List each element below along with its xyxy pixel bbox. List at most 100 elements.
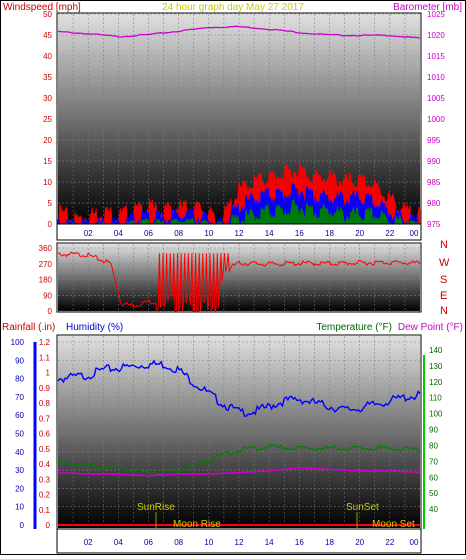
humidity-x-ticks: 02 04 06 08 10 12 14 16 18 20 22 00 — [84, 538, 419, 547]
temperature-axis-label: Temperature (°F) — [316, 322, 392, 333]
compass-n-bottom: N — [440, 305, 448, 317]
compass-e: E — [440, 290, 447, 302]
wind-y-ticks: 0 5 10 15 20 25 30 35 40 45 50 — [43, 10, 52, 229]
rainfall-y-tick: 0 — [46, 521, 51, 530]
compass-labels: N W S E N — [439, 239, 450, 317]
rainfall-axis-label: Rainfall (.in) — [2, 322, 55, 333]
wind-y-tick: 45 — [43, 31, 52, 40]
humidity-x-tick: 10 — [204, 538, 213, 547]
wind-y-tick: 40 — [43, 52, 52, 61]
wind-y-tick: 30 — [43, 94, 52, 103]
rainfall-y-tick: 0.7 — [39, 414, 51, 423]
moonset-label: Moon Set — [372, 519, 415, 530]
humidity-y-tick: 0 — [20, 521, 25, 530]
rainfall-y-tick: 1.1 — [39, 353, 51, 362]
direction-y-tick: 180 — [39, 276, 53, 285]
wind-x-ticks: 02 04 06 08 10 12 14 16 18 20 22 00 — [84, 229, 419, 238]
wind-x-axis-band — [56, 223, 422, 241]
humidity-y-tick: 80 — [15, 375, 24, 384]
direction-series — [57, 251, 421, 312]
humidity-series — [57, 359, 421, 417]
humidity-x-tick: 06 — [144, 538, 153, 547]
wind-gridlines — [58, 13, 420, 225]
humidity-y-tick: 90 — [15, 356, 24, 365]
barometer-y-tick: 985 — [427, 178, 441, 187]
wind-y-tick: 10 — [43, 178, 52, 187]
direction-y-tick: 270 — [39, 260, 53, 269]
humidity-x-tick: 16 — [295, 538, 304, 547]
rainfall-y-tick: 0.3 — [39, 475, 51, 484]
temperature-y-tick: 60 — [429, 473, 438, 482]
barometer-y-ticks: 975 980 985 990 995 1000 1005 1010 1015 1020 1025 — [427, 10, 445, 229]
rainfall-y-ticks: 0 0.1 0.2 0.3 0.4 0.5 0.6 0.7 0.8 0.9 1 1.1 1.2 — [39, 338, 51, 530]
temperature-y-tick: 100 — [429, 410, 443, 419]
compass-w: W — [439, 257, 450, 269]
rainfall-y-tick: 0.8 — [39, 399, 51, 408]
temperature-y-tick: 90 — [429, 426, 438, 435]
barometer-series — [57, 25, 421, 39]
barometer-y-tick: 1015 — [427, 52, 445, 61]
humidity-x-tick: 08 — [174, 538, 183, 547]
barometer-y-tick: 975 — [427, 220, 441, 229]
humidity-axis-label: Humidity (%) — [66, 322, 123, 333]
event-markers: SunRise SunSet Moon Rise Moon Set — [137, 502, 415, 530]
temperature-y-tick: 40 — [429, 505, 438, 514]
wind-x-tick: 18 — [325, 229, 334, 238]
humidity-x-tick: 20 — [355, 538, 364, 547]
rainfall-y-tick: 0.4 — [39, 460, 51, 469]
humidity-y-tick: 70 — [15, 393, 24, 402]
temperature-y-tick: 80 — [429, 441, 438, 450]
direction-y-tick: 0 — [48, 307, 53, 316]
barometer-y-tick: 1025 — [427, 10, 445, 19]
barometer-axis-label: Barometer [mb] — [393, 2, 462, 13]
direction-y-tick: 360 — [39, 244, 53, 253]
humidity-y-tick: 30 — [15, 466, 24, 475]
wind-x-tick: 12 — [235, 229, 244, 238]
barometer-y-tick: 980 — [427, 199, 441, 208]
wind-x-tick: 10 — [204, 229, 213, 238]
wind-x-tick: 00 — [410, 229, 419, 238]
sunset-label: SunSet — [346, 502, 379, 513]
compass-n-top: N — [440, 239, 448, 251]
humidity-y-tick: 20 — [15, 484, 24, 493]
humidity-y-tick: 10 — [15, 503, 24, 512]
wind-x-tick: 16 — [295, 229, 304, 238]
humidity-x-tick: 04 — [114, 538, 123, 547]
humidity-y-tick: 60 — [15, 411, 24, 420]
barometer-y-tick: 1010 — [427, 73, 445, 82]
windspeed-axis-label: Windspeed [mph] — [3, 2, 81, 13]
humidity-x-tick: 14 — [265, 538, 274, 547]
barometer-y-tick: 1000 — [427, 115, 445, 124]
wind-x-tick: 02 — [84, 229, 93, 238]
temperature-y-tick: 140 — [429, 346, 443, 355]
rainfall-y-tick: 0.2 — [39, 491, 51, 500]
humidity-y-tick: 50 — [15, 430, 24, 439]
dewpoint-series — [57, 467, 421, 477]
rainfall-y-tick: 0.5 — [39, 445, 51, 454]
temperature-y-ticks: 40 50 60 70 80 90 100 110 120 130 140 — [429, 346, 443, 514]
temperature-y-tick: 50 — [429, 489, 438, 498]
humidity-x-tick: 22 — [385, 538, 394, 547]
rainfall-y-tick: 0.6 — [39, 430, 51, 439]
humidity-x-tick: 02 — [84, 538, 93, 547]
rainfall-y-tick: 1 — [46, 369, 51, 378]
barometer-y-tick: 995 — [427, 136, 441, 145]
temperature-y-tick: 110 — [429, 394, 442, 403]
humidity-x-tick: 18 — [325, 538, 334, 547]
compass-s: S — [440, 274, 447, 286]
wind-y-tick: 0 — [48, 220, 53, 229]
humidity-y-tick: 40 — [15, 448, 24, 457]
humidity-y-ticks: 0 10 20 30 40 50 60 70 80 90 100 — [11, 338, 25, 530]
wind-x-tick: 06 — [144, 229, 153, 238]
wind-x-tick: 04 — [114, 229, 123, 238]
wind-y-tick: 5 — [48, 199, 53, 208]
wind-x-tick: 14 — [265, 229, 274, 238]
rainfall-y-tick: 0.1 — [39, 506, 51, 515]
barometer-y-tick: 990 — [427, 157, 441, 166]
wind-avg-series — [57, 183, 420, 225]
barometer-y-tick: 1005 — [427, 94, 445, 103]
direction-series — [57, 251, 421, 312]
wind-y-tick: 15 — [43, 157, 52, 166]
